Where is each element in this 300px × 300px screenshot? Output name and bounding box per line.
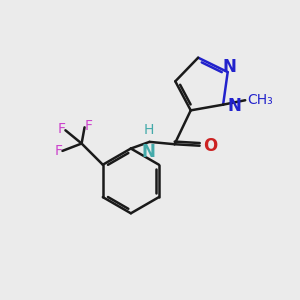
Text: N: N [142,143,156,161]
Text: F: F [58,122,66,136]
Text: N: N [222,58,236,76]
Text: O: O [203,137,218,155]
Text: CH₃: CH₃ [248,93,273,107]
Text: N: N [227,97,242,115]
Text: F: F [54,144,62,158]
Text: F: F [85,119,93,133]
Text: H: H [144,123,154,136]
